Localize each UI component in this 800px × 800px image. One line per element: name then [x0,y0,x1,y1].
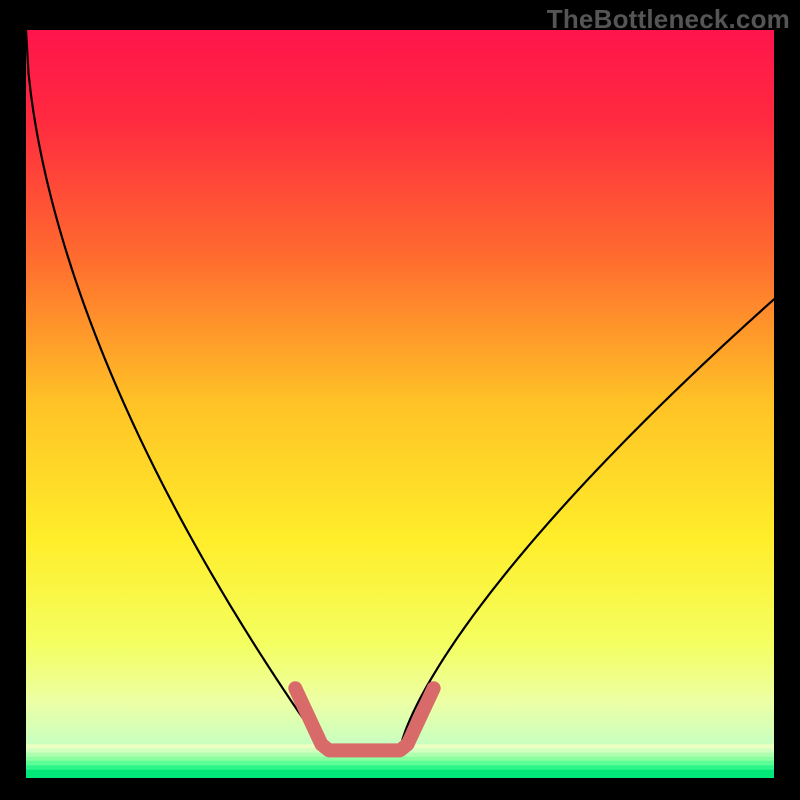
watermark-text: TheBottleneck.com [547,4,790,35]
bottom-stripe [26,765,774,770]
bottom-stripe [26,757,774,762]
bottom-stripe [26,770,774,778]
chart-frame [26,30,774,778]
bottleneck-chart [26,30,774,778]
bottom-stripe [26,761,774,766]
